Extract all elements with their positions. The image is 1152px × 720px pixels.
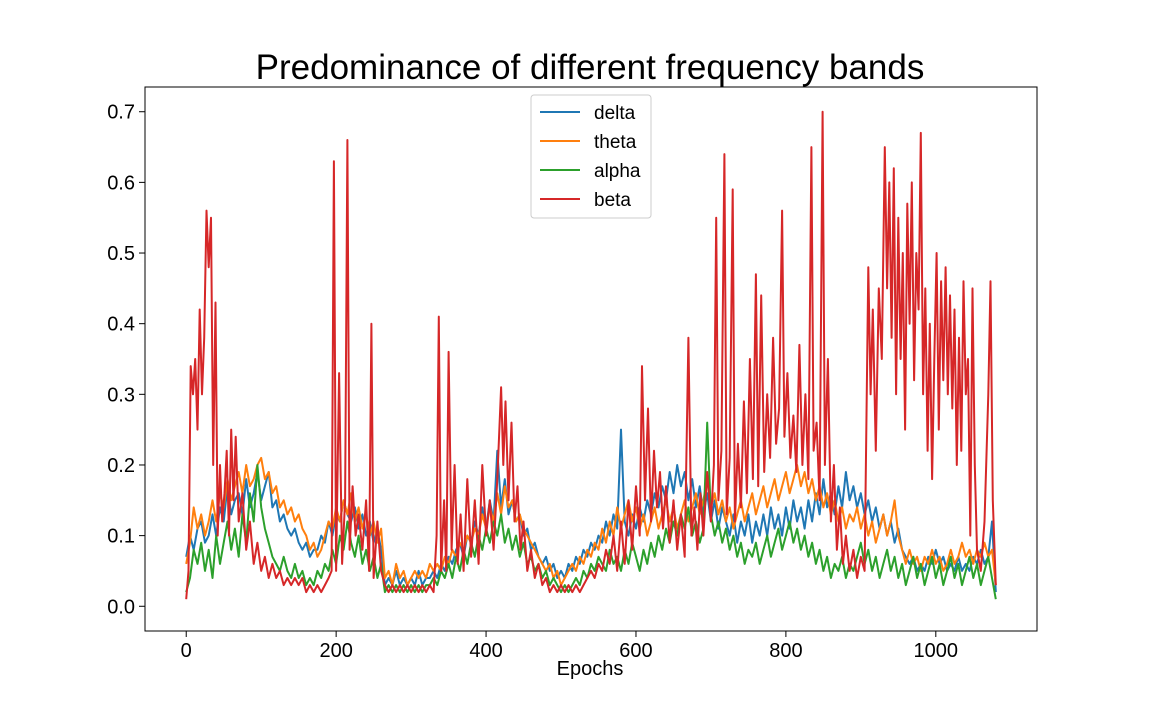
- legend-box: [530, 94, 652, 219]
- x-tick-label: 800: [769, 640, 802, 662]
- x-axis: 0 200 400 600 800 1000: [181, 631, 958, 662]
- plot-frame: [144, 86, 1038, 632]
- series-line-alpha: [185, 421, 997, 600]
- series-line-delta: [185, 428, 997, 593]
- y-tick-label: 0.1: [107, 526, 135, 548]
- x-tick-label: 1000: [914, 640, 959, 662]
- legend-label-delta: delta: [594, 103, 636, 124]
- y-tick-label: 0.7: [107, 102, 135, 124]
- y-tick-label: 0.5: [107, 243, 135, 265]
- series-line-beta: [185, 110, 997, 600]
- x-tick-label: 0: [181, 640, 192, 662]
- series-line-theta: [185, 456, 997, 587]
- legend-label-beta: beta: [594, 190, 631, 211]
- x-tick-label: 400: [469, 640, 502, 662]
- y-tick-label: 0.4: [107, 314, 135, 336]
- legend-label-theta: theta: [594, 132, 637, 153]
- y-axis: 0.0 0.1 0.2 0.3 0.4 0.5 0.6 0.7: [107, 102, 145, 618]
- y-tick-label: 0.0: [107, 596, 135, 618]
- x-axis-label: Epochs: [557, 658, 624, 680]
- series-layer: [185, 110, 997, 600]
- x-tick-label: 600: [619, 640, 652, 662]
- chart-title: Predominance of different frequency band…: [256, 48, 925, 87]
- legend: delta theta alpha beta: [530, 94, 652, 219]
- legend-label-alpha: alpha: [594, 161, 641, 182]
- x-tick-label: 200: [319, 640, 352, 662]
- y-tick-label: 0.6: [107, 172, 135, 194]
- y-tick-label: 0.3: [107, 384, 135, 406]
- y-tick-label: 0.2: [107, 455, 135, 477]
